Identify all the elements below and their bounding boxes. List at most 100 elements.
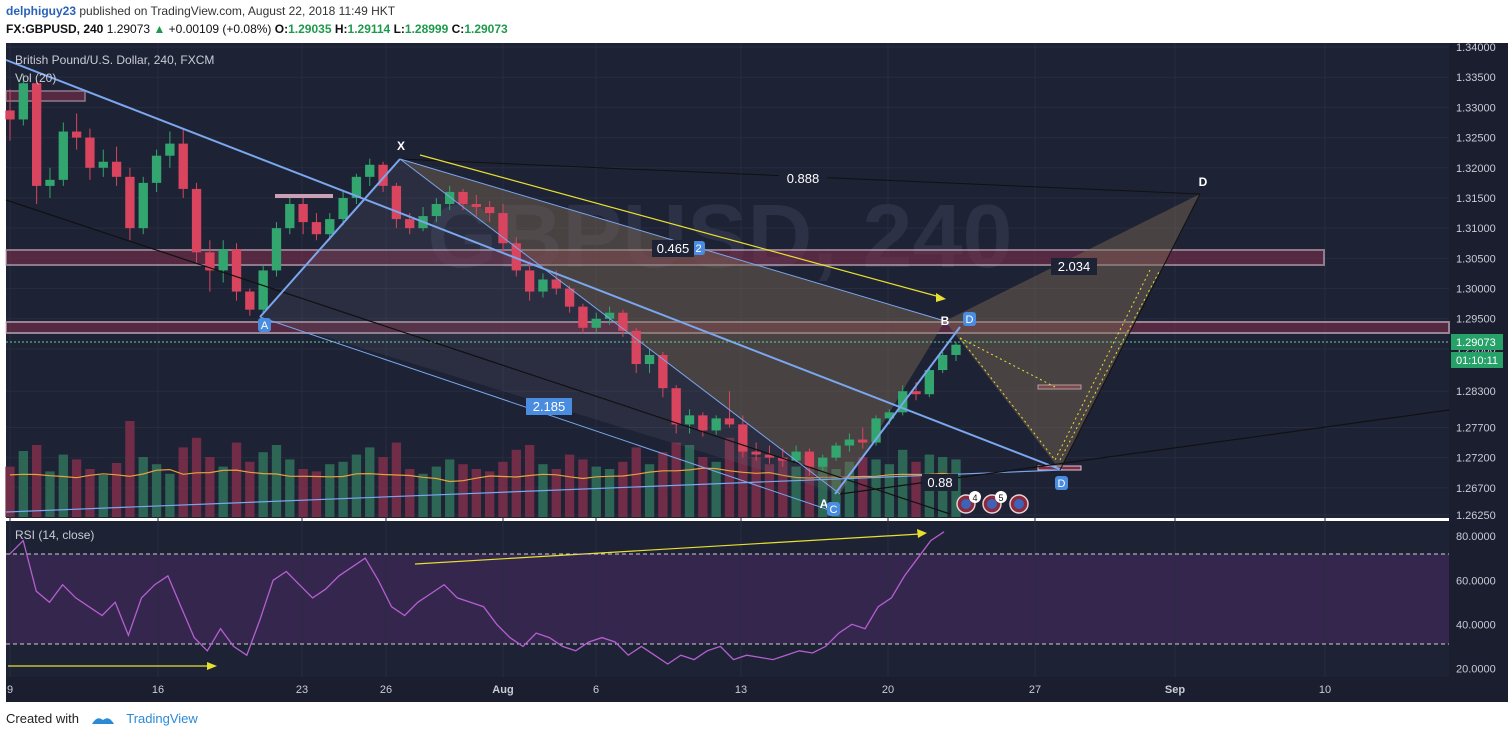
volume-bar xyxy=(338,461,348,517)
svg-text:D: D xyxy=(1058,478,1066,490)
price-tick-label: 1.27200 xyxy=(1456,453,1496,465)
grid-lines xyxy=(6,43,1449,677)
rsi-axis-ticks: 80.0000 60.0000 40.0000 20.0000 xyxy=(1456,531,1496,675)
candle-body xyxy=(751,451,761,455)
candle-body xyxy=(551,279,561,289)
candle-body xyxy=(631,330,641,365)
price-tick-label: 1.29500 xyxy=(1456,314,1496,326)
rsi-tick-label: 20.0000 xyxy=(1456,663,1496,675)
tradingview-link[interactable]: TradingView xyxy=(126,711,198,726)
zone-top-left xyxy=(5,90,86,102)
volume-bar xyxy=(351,454,362,517)
svg-text:2.185: 2.185 xyxy=(533,399,566,414)
volume-bar xyxy=(858,457,868,517)
candle-body xyxy=(738,424,748,452)
up-arrow-icon: ▲ xyxy=(153,22,166,36)
us-flag-event-icon-3[interactable] xyxy=(1009,494,1029,514)
volume-bar xyxy=(245,461,255,517)
publish-info: delphiguy23 published on TradingView.com… xyxy=(6,4,395,18)
candle-body xyxy=(18,83,28,120)
volume-bar xyxy=(751,457,761,517)
candle-body xyxy=(45,179,55,186)
candle-body xyxy=(764,454,775,458)
svg-text:C: C xyxy=(830,504,838,516)
volume-bar xyxy=(125,421,135,517)
candle-body xyxy=(511,243,521,271)
volume-bar xyxy=(258,452,268,517)
candle-body xyxy=(804,451,815,467)
created-with-label: Created with xyxy=(6,711,79,726)
volume-bar xyxy=(911,461,921,517)
price-chart[interactable]: GBPUSD, 240 British Pound/U.S. Dollar, 2… xyxy=(0,42,1508,702)
channel-lower-line[interactable] xyxy=(5,199,951,515)
volume-bar xyxy=(445,459,455,517)
ratio-0465: 0.465 xyxy=(652,240,694,257)
volume-bar xyxy=(431,466,442,517)
rsi-label: RSI (14, close) xyxy=(15,528,94,542)
base-line[interactable] xyxy=(5,469,1063,513)
rsi-tick-label: 80.0000 xyxy=(1456,531,1496,543)
badge-2: 2 xyxy=(692,241,705,255)
volume-bar xyxy=(524,445,535,517)
candle-body xyxy=(258,270,268,310)
candle-body xyxy=(471,204,482,208)
tradingview-logo-icon xyxy=(91,717,114,724)
volume-bar xyxy=(644,464,655,517)
candle-body xyxy=(285,204,295,229)
candle-body xyxy=(245,291,255,310)
candle-body xyxy=(5,110,15,120)
candle-body xyxy=(564,288,575,307)
price-tick-label: 1.31000 xyxy=(1456,223,1496,235)
volume-bar xyxy=(804,454,815,517)
svg-text:0.88: 0.88 xyxy=(927,475,952,490)
candle-body xyxy=(138,182,148,229)
price-tick-label: 1.30500 xyxy=(1456,253,1496,265)
published-text: published on TradingView.com, August 22,… xyxy=(79,4,396,18)
volume-bar xyxy=(844,461,855,517)
candle-body xyxy=(351,176,362,198)
time-tick-label: 23 xyxy=(296,684,308,696)
ratio-2034: 2.034 xyxy=(1051,258,1097,275)
candle-body xyxy=(325,219,335,235)
projection-3 xyxy=(1059,269,1161,461)
volume-bar xyxy=(165,473,175,517)
candle-body xyxy=(298,204,308,223)
point-x-label: X xyxy=(397,139,405,153)
candle-body xyxy=(125,176,135,229)
high-value: 1.29114 xyxy=(347,22,391,36)
channel-upper-line[interactable] xyxy=(5,59,1063,471)
candle-body xyxy=(618,312,628,331)
time-tick-label: 9 xyxy=(7,684,13,696)
volume-bar xyxy=(5,466,15,517)
time-tick-label: 13 xyxy=(735,684,747,696)
candle-body xyxy=(938,354,948,371)
volume-bar xyxy=(498,461,508,517)
volume-bar xyxy=(45,471,55,517)
resistance-zone-lower xyxy=(5,321,1450,334)
volume-bar xyxy=(871,459,881,517)
arrow-head-price xyxy=(936,293,946,302)
price-tick-label: 1.31500 xyxy=(1456,193,1496,205)
volume-bar xyxy=(391,442,402,517)
volume-bar xyxy=(484,471,495,517)
rsi-tick-label: 40.0000 xyxy=(1456,619,1496,631)
candle-body xyxy=(671,388,681,425)
volume-bar xyxy=(511,449,521,517)
candle-body xyxy=(871,418,881,443)
volume-bar xyxy=(58,454,68,517)
volume-bar xyxy=(711,461,721,517)
high-label: H: xyxy=(334,22,348,36)
volume-bar xyxy=(564,454,575,517)
symbol-label: FX:GBPUSD, 240 xyxy=(6,22,104,36)
rsi-band xyxy=(6,554,1449,644)
volume-bar xyxy=(178,447,188,517)
candle-body xyxy=(658,354,668,389)
price-tick-label: 1.26700 xyxy=(1456,483,1496,495)
svg-text:2: 2 xyxy=(695,243,701,255)
time-axis xyxy=(6,677,1508,702)
svg-text:4: 4 xyxy=(972,493,977,503)
candle-body xyxy=(604,312,615,319)
candle-body xyxy=(165,143,175,156)
volume-bar xyxy=(365,447,375,517)
author-link[interactable]: delphiguy23 xyxy=(6,4,77,18)
